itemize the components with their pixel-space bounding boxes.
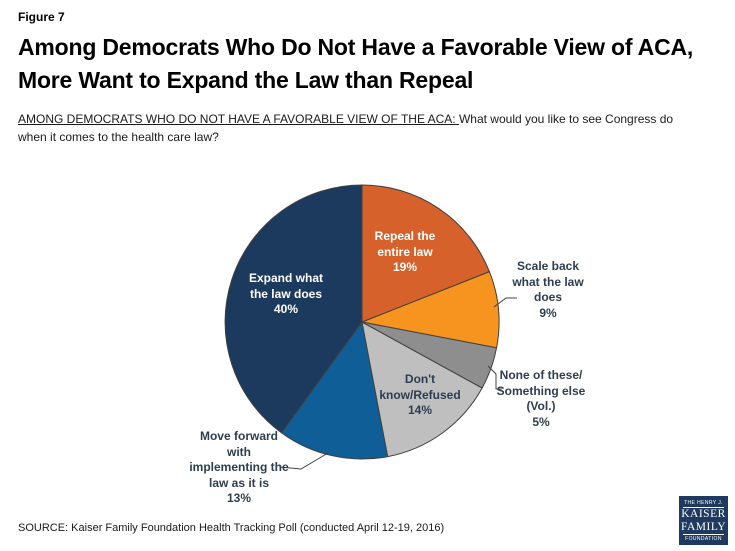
pie-label-none-something-else: None of these/ Something else (Vol.) 5% xyxy=(496,368,586,429)
pie-label-expand: Expand what the law does 40% xyxy=(248,271,324,316)
pie-label-move-forward: Move forward with implementing the law a… xyxy=(189,429,289,505)
pie-slice-expand xyxy=(224,184,363,434)
survey-question: AMONG DEMOCRATS WHO DO NOT HAVE A FAVORA… xyxy=(18,110,690,146)
logo-family: FAMILY xyxy=(680,520,727,533)
leader-line-move-forward xyxy=(279,452,329,470)
pie-slice-move-forward xyxy=(280,320,389,460)
page-title-line2: More Want to Expand the Law than Repeal xyxy=(18,67,474,93)
source-note: SOURCE: Kaiser Family Foundation Health … xyxy=(18,522,445,534)
logo-kaiser: KAISER xyxy=(681,508,726,520)
logo-henry-j: THE HENRY J. xyxy=(683,500,724,508)
leader-line-scale-back xyxy=(493,297,517,308)
survey-question-base: AMONG DEMOCRATS WHO DO NOT HAVE A FAVORA… xyxy=(18,112,459,126)
page-title: Among Democrats Who Do Not Have a Favora… xyxy=(18,31,718,97)
logo-foundation: FOUNDATION xyxy=(683,534,724,542)
kff-logo: THE HENRY J. KAISER FAMILY FOUNDATION xyxy=(679,496,728,545)
page-title-line1: Among Democrats Who Do Not Have a Favora… xyxy=(18,34,694,60)
pie-label-dont-know: Don't know/Refused 14% xyxy=(379,372,461,417)
leader-line-none-something-else xyxy=(487,365,502,390)
survey-question-text: What would you like to see Congress do w… xyxy=(18,112,674,144)
pie-slice-repeal xyxy=(361,184,491,323)
figure-label: Figure 7 xyxy=(18,10,65,24)
pie-slice-dont-know xyxy=(361,321,483,458)
pie-label-scale-back: Scale back what the law does 9% xyxy=(512,259,584,320)
pie-label-repeal: Repeal the entire law 19% xyxy=(374,229,436,274)
